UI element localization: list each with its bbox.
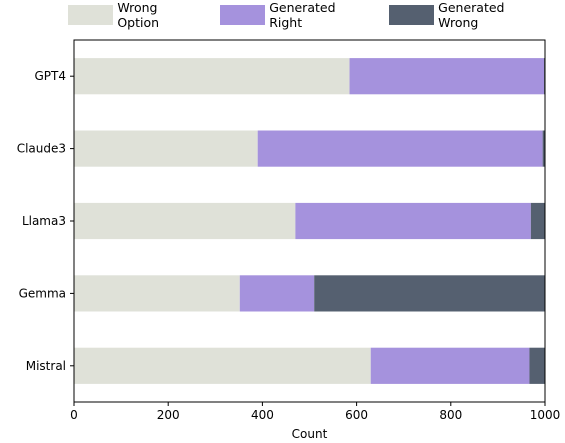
legend-label-generated-wrong: Generated Wrong <box>438 0 505 30</box>
x-tick-label-400: 400 <box>251 408 274 422</box>
y-tick-label-gpt4: GPT4 <box>35 69 67 83</box>
plot-frame <box>73 39 546 403</box>
y-tick-label-gemma: Gemma <box>19 286 66 300</box>
bar-gemma-series-0 <box>74 275 240 312</box>
x-tick-label-1000: 1000 <box>530 408 561 422</box>
bar-claude3-series-2 <box>542 130 545 167</box>
legend: Wrong Option Generated Right Generated W… <box>68 0 565 30</box>
bar-gemma-series-1 <box>239 275 315 312</box>
bar-gpt4-series-0 <box>74 58 350 95</box>
bar-llama3-series-2 <box>530 202 545 240</box>
y-tick-label-llama3: Llama3 <box>22 214 66 228</box>
legend-label-wrong-option: Wrong Option <box>117 0 160 30</box>
bar-gpt4-series-1 <box>349 58 545 95</box>
bar-llama3-series-1 <box>295 202 531 240</box>
x-tick-label-800: 800 <box>439 408 462 422</box>
legend-item-generated-right: Generated Right <box>219 0 371 30</box>
legend-swatch-wrong-option <box>68 5 114 25</box>
bar-llama3-series-0 <box>74 202 296 240</box>
x-axis-title: Count <box>292 427 328 441</box>
legend-item-generated-wrong: Generated Wrong <box>388 0 547 30</box>
y-tick-label-claude3: Claude3 <box>17 142 66 156</box>
bar-claude3-series-0 <box>74 130 258 167</box>
x-tick-label-0: 0 <box>70 408 78 422</box>
legend-swatch-generated-wrong <box>388 5 435 25</box>
x-tick-label-200: 200 <box>157 408 180 422</box>
bar-gemma-series-2 <box>314 275 545 312</box>
bar-mistral-series-1 <box>370 347 530 384</box>
bar-mistral-series-2 <box>529 347 545 384</box>
legend-label-generated-right: Generated Right <box>269 0 336 30</box>
legend-item-wrong-option: Wrong Option <box>68 0 202 30</box>
legend-swatch-generated-right <box>219 5 266 25</box>
x-tick-label-600: 600 <box>345 408 368 422</box>
bar-mistral-series-0 <box>74 347 371 384</box>
bar-claude3-series-1 <box>257 130 543 167</box>
y-tick-label-mistral: Mistral <box>26 359 66 373</box>
